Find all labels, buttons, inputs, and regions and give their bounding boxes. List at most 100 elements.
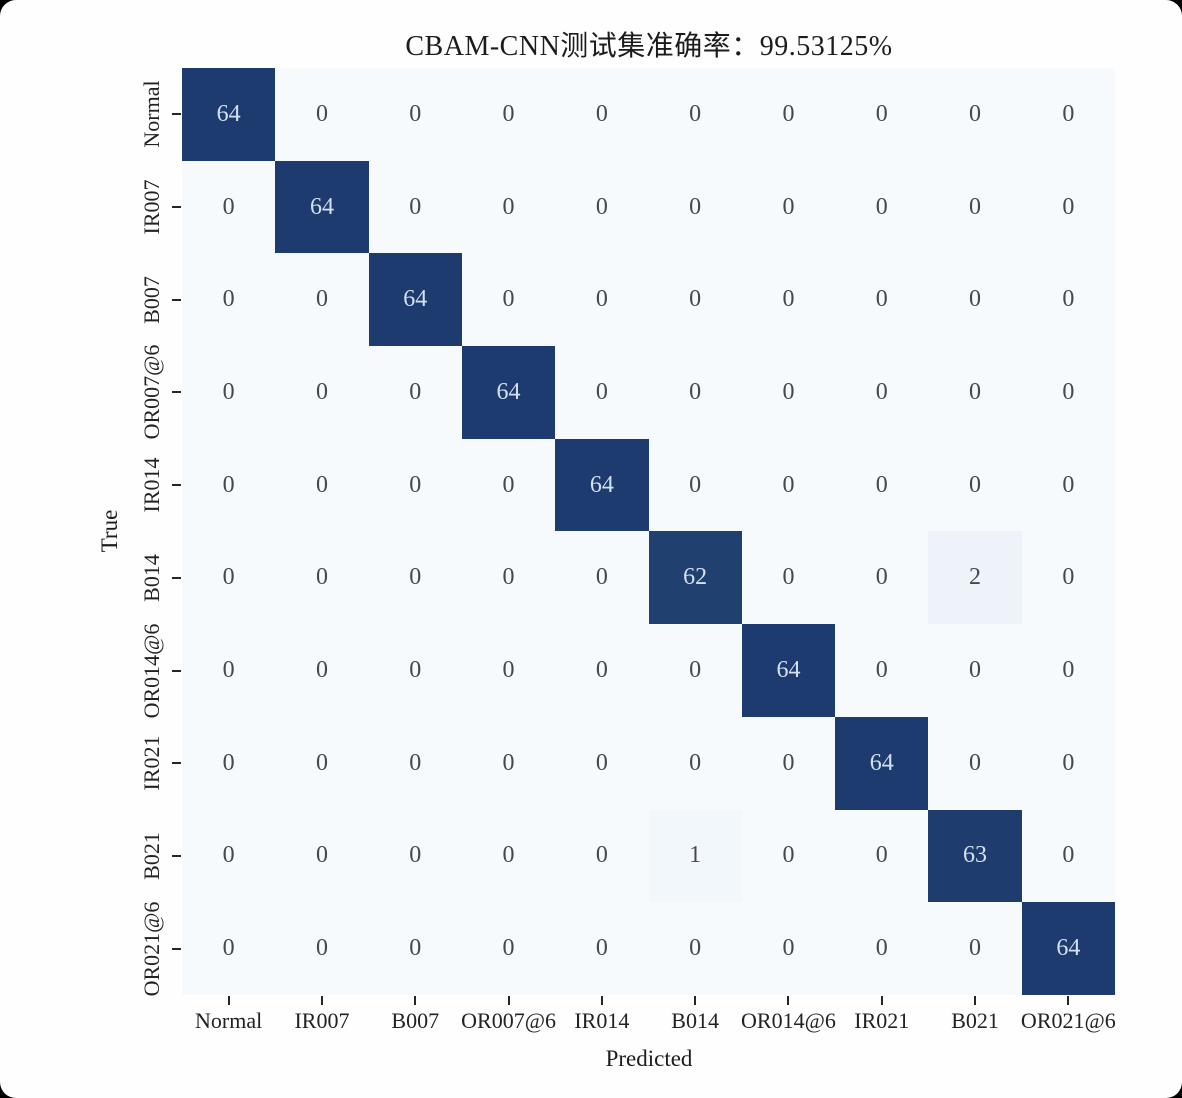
matrix-cell: 0 [1021,809,1115,903]
matrix-cell: 0 [555,809,649,903]
matrix-cell: 0 [182,531,276,625]
matrix-cell: 0 [555,160,649,254]
matrix-cell: 0 [368,531,462,625]
matrix-cell: 0 [275,624,369,717]
matrix-cell: 0 [275,253,369,347]
y-tick-label: OR007@6 [139,345,164,440]
matrix-cell: 0 [835,531,929,625]
matrix-cell: 0 [555,902,649,995]
matrix-cell: 0 [182,716,276,810]
matrix-cell: 0 [741,809,836,903]
y-tick-mark [172,947,181,950]
x-tick-mark [880,996,883,1005]
matrix-cell: 64 [182,68,276,161]
matrix-cell: 0 [741,716,836,810]
matrix-cell: 0 [461,809,556,903]
matrix-cell: 0 [1021,253,1115,347]
matrix-cell: 0 [835,624,929,717]
matrix-cell: 0 [461,531,556,625]
matrix-cell: 0 [928,346,1022,439]
matrix-cell: 0 [275,346,369,439]
matrix-cell: 0 [835,809,929,903]
x-tick-mark [1067,996,1070,1005]
matrix-cell: 0 [648,716,742,810]
matrix-cell: 0 [741,68,836,161]
matrix-cell: 0 [835,160,929,254]
matrix-cell: 0 [835,438,929,532]
matrix-cell: 64 [741,624,836,717]
matrix-cell: 0 [555,68,649,161]
matrix-cell: 0 [368,902,462,995]
matrix-cell: 0 [648,253,742,347]
x-tick-label: IR007 [294,1008,350,1033]
x-tick-label: OR007@6 [461,1008,556,1033]
matrix-cell: 0 [555,716,649,810]
matrix-cell: 0 [461,253,556,347]
matrix-cell: 0 [275,809,369,903]
matrix-cell: 0 [555,346,649,439]
matrix-cell: 0 [555,624,649,717]
y-tick-label: IR014 [139,457,164,513]
matrix-cell: 0 [928,624,1022,717]
matrix-cell: 64 [368,253,462,347]
matrix-cell: 0 [928,716,1022,810]
matrix-cell: 0 [928,160,1022,254]
matrix-cell: 0 [368,346,462,439]
y-tick-mark [172,484,181,487]
y-tick-label: B007 [139,275,164,324]
matrix-cell: 0 [835,346,929,439]
matrix-cell: 0 [368,438,462,532]
matrix-cell: 0 [182,902,276,995]
matrix-cell: 0 [835,902,929,995]
y-tick-mark [172,576,181,579]
matrix-cell: 0 [741,346,836,439]
x-tick-label: B021 [951,1008,999,1033]
x-tick-mark [787,996,790,1005]
x-tick-label: OR021@6 [1020,1008,1116,1033]
x-tick-label: OR014@6 [741,1008,836,1033]
matrix-cell: 0 [648,346,742,439]
x-tick-label: IR014 [574,1008,630,1033]
confusion-matrix-heatmap: 64 0 0 0 0 0 0 0 0 0 0 64 0 0 0 0 0 0 0 0 0 0 64 0 0 0 0 0 0 0 0 0 0 64 0 0… [182,68,1115,995]
matrix-cell: 0 [461,902,556,995]
matrix-cell: 0 [461,68,556,161]
x-tick-mark [320,996,323,1005]
matrix-cell: 0 [1021,624,1115,717]
x-axis-title: Predicted [605,1046,693,1071]
x-tick-label: B014 [671,1008,719,1033]
matrix-cell: 2 [928,531,1022,625]
matrix-cell: 0 [275,716,369,810]
matrix-cell: 0 [741,160,836,254]
matrix-cell: 64 [275,160,369,254]
y-tick-label: B021 [139,832,164,880]
x-tick-mark [227,996,230,1005]
matrix-cell: 0 [648,624,742,717]
matrix-cell: 0 [368,624,462,717]
matrix-cell: 0 [648,438,742,532]
matrix-cell: 0 [368,160,462,254]
matrix-cell: 0 [928,253,1022,347]
matrix-cell: 0 [928,902,1022,995]
x-tick-mark [600,996,603,1005]
matrix-cell: 0 [182,346,276,439]
matrix-cell: 64 [835,716,929,810]
matrix-cell: 0 [1021,68,1115,161]
matrix-cell: 0 [835,253,929,347]
matrix-cell: 64 [1021,902,1115,995]
matrix-cell: 0 [182,253,276,347]
matrix-cell: 0 [741,438,836,532]
y-tick-mark [172,391,181,394]
matrix-cell: 0 [275,68,369,161]
matrix-cell: 1 [648,809,742,903]
x-tick-mark [507,996,510,1005]
x-tick-mark [414,996,417,1005]
matrix-cell: 0 [1021,160,1115,254]
matrix-cell: 0 [835,68,929,161]
matrix-cell: 0 [182,809,276,903]
matrix-cell: 0 [461,624,556,717]
matrix-cell: 0 [1021,531,1115,625]
x-tick-mark [694,996,697,1005]
matrix-cell: 0 [741,902,836,995]
y-tick-mark [172,113,181,116]
